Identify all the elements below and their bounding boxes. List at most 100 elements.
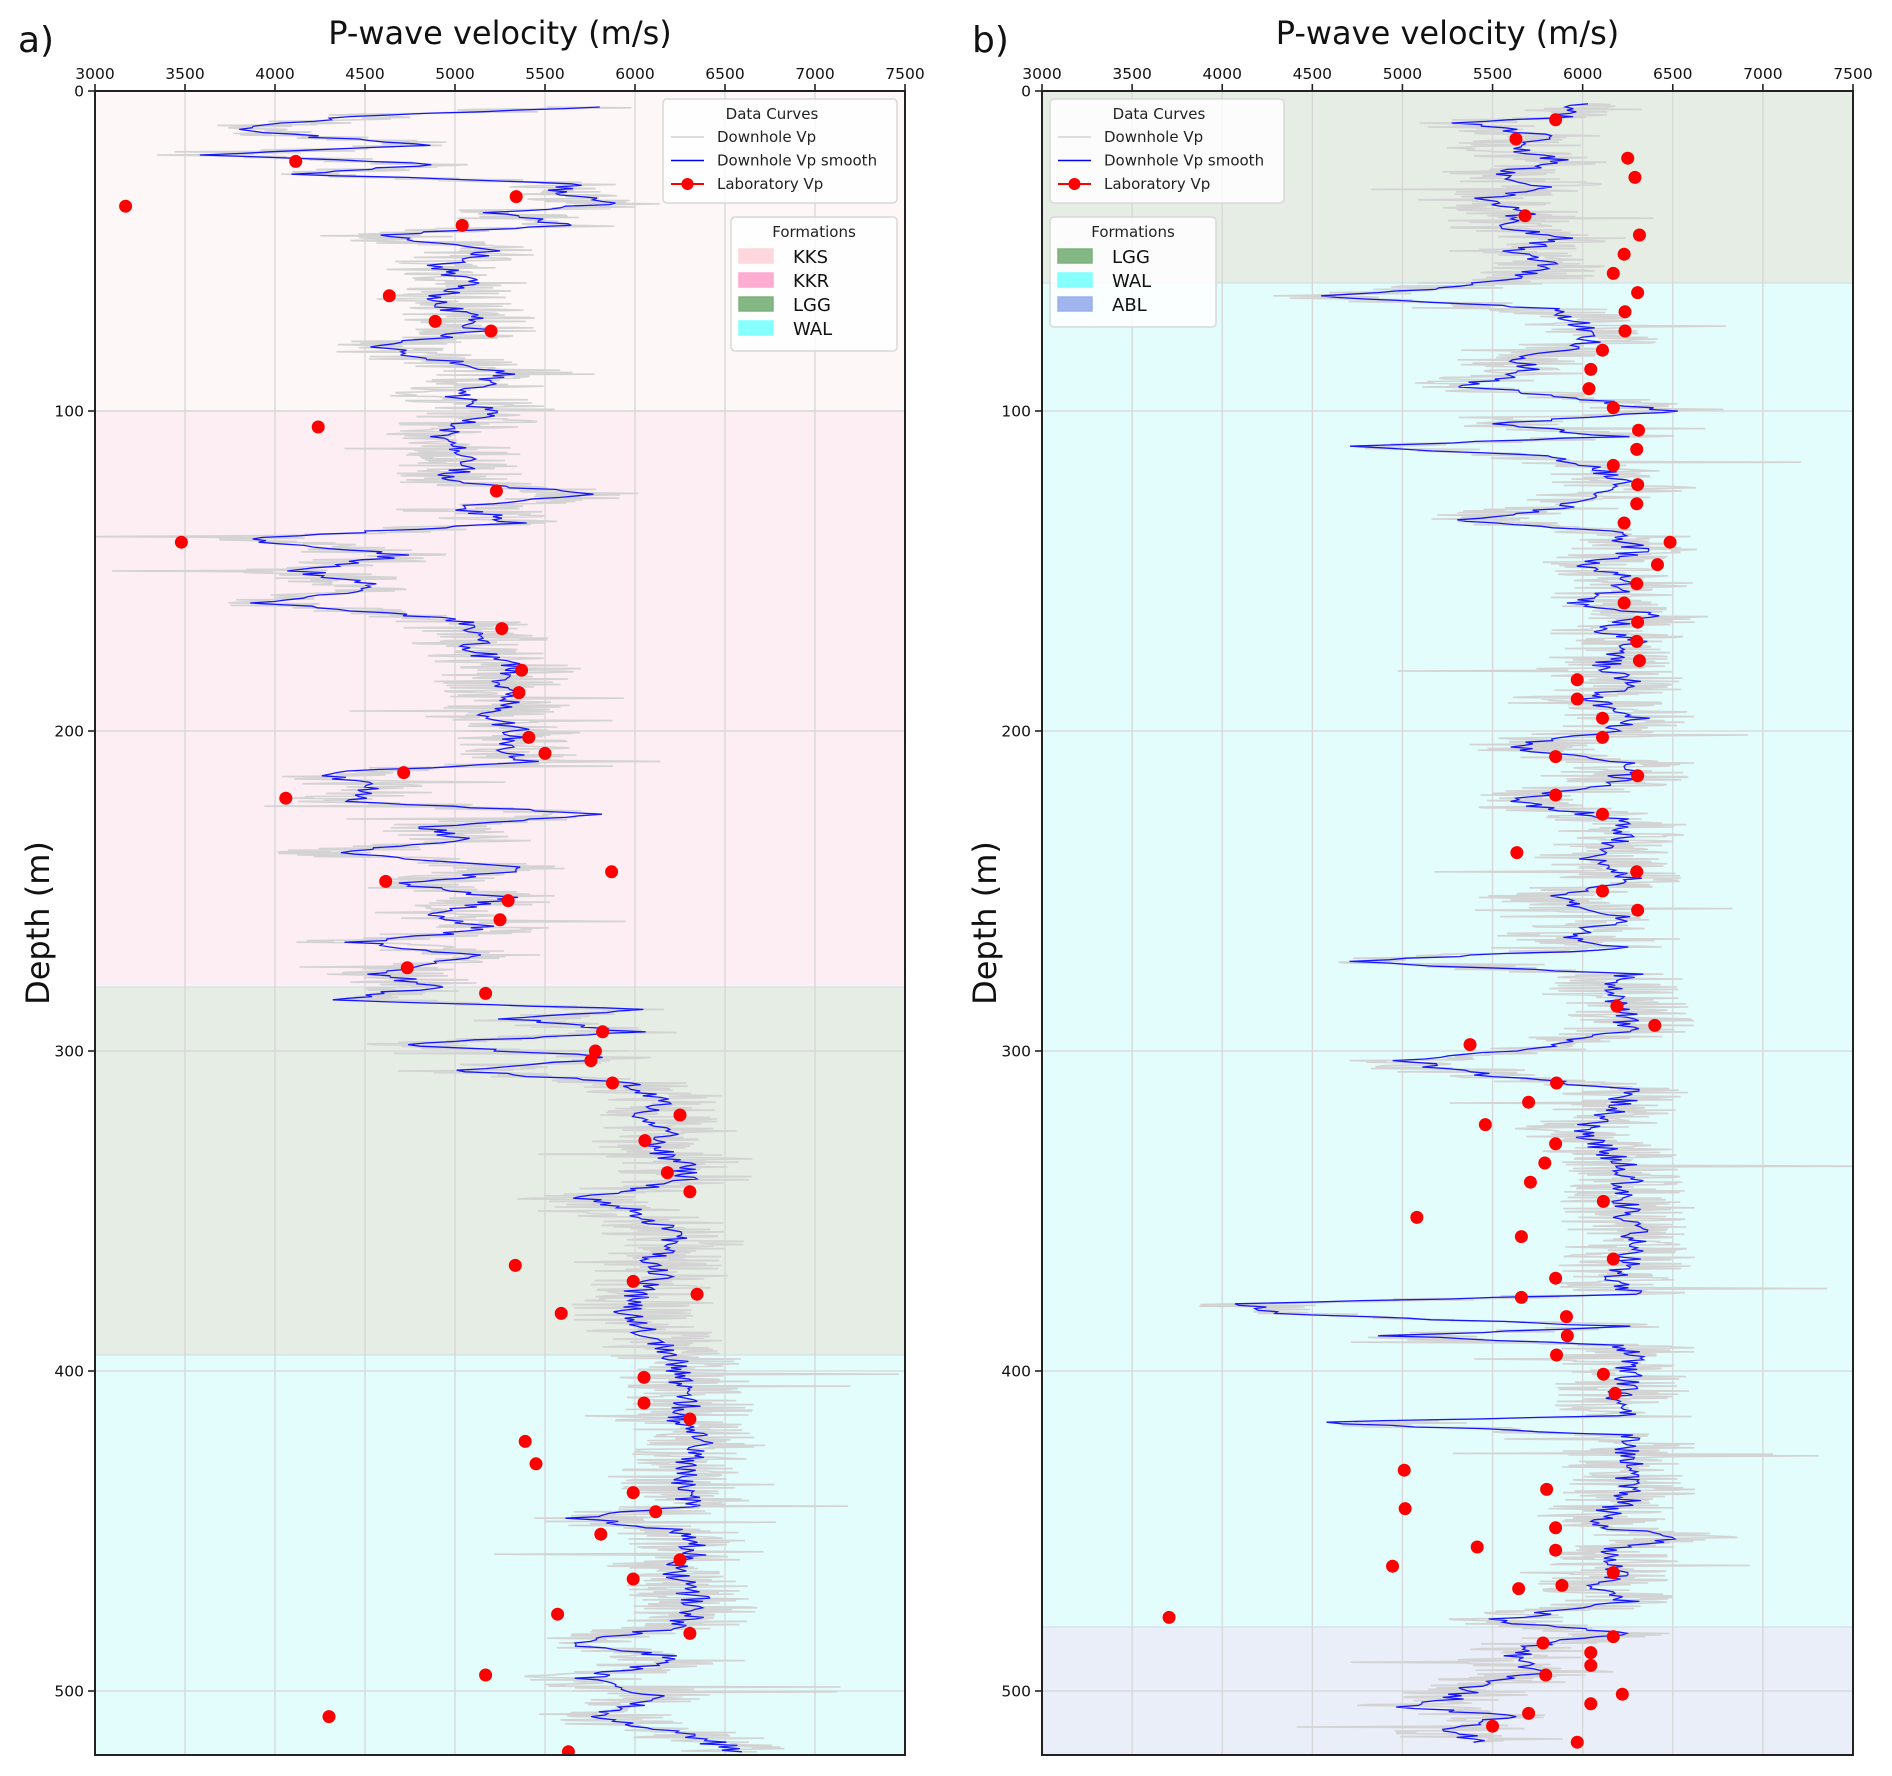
laboratory-vp-point [683, 1185, 697, 1199]
laboratory-vp-point [1398, 1502, 1412, 1516]
laboratory-vp-point [1550, 1076, 1564, 1090]
laboratory-vp-point [690, 1287, 704, 1301]
laboratory-vp-point [322, 1710, 336, 1724]
laboratory-vp-point [683, 1412, 697, 1426]
legend-swatch-abl [1057, 296, 1093, 312]
laboratory-vp-point [1584, 1658, 1598, 1672]
x-tick-label: 7500 [885, 65, 924, 83]
legend-formations: Formations LGG WAL ABL [1049, 216, 1217, 328]
x-tick-label: 4000 [1202, 65, 1241, 83]
laboratory-vp-point [400, 961, 414, 975]
y-tick-label: 200 [54, 723, 84, 741]
y-tick-label: 500 [1001, 1683, 1031, 1701]
x-tick-label: 7500 [1833, 65, 1872, 83]
laboratory-vp-point [1560, 1329, 1574, 1343]
panel-label: b) [972, 20, 1009, 61]
laboratory-vp-point [1570, 673, 1584, 687]
x-tick-label: 3500 [165, 65, 204, 83]
y-tick-label: 200 [1001, 723, 1031, 741]
y-tick-label: 0 [1021, 83, 1031, 101]
x-tick-label: 3000 [75, 65, 114, 83]
laboratory-vp-point [1596, 1194, 1610, 1208]
y-tick-label: 0 [74, 83, 84, 101]
laboratory-vp-point [1410, 1210, 1424, 1224]
laboratory-vp-point [119, 199, 133, 213]
laboratory-vp-point [649, 1505, 663, 1519]
legend-entry-wal: WAL [1112, 271, 1151, 292]
x-tick-label: 4500 [1293, 65, 1332, 83]
laboratory-vp-point [673, 1108, 687, 1122]
laboratory-vp-point [1549, 113, 1563, 127]
laboratory-vp-point [289, 154, 303, 168]
laboratory-vp-point [455, 218, 469, 232]
laboratory-vp-point [660, 1166, 674, 1180]
axes-frame [94, 90, 906, 1756]
formation-band-wal [1042, 283, 1853, 1627]
legend-entry-kkr: KKR [793, 271, 829, 292]
laboratory-vp-point [1584, 1697, 1598, 1711]
laboratory-vp-point [1630, 442, 1644, 456]
laboratory-vp-point [493, 913, 507, 927]
legend-swatch-lgg [738, 296, 774, 312]
laboratory-vp-point [1549, 788, 1563, 802]
laboratory-vp-point [1570, 692, 1584, 706]
laboratory-vp-point [1631, 286, 1645, 300]
laboratory-vp-point [1606, 1630, 1620, 1644]
laboratory-vp-point [551, 1607, 565, 1621]
legend-entry-label: Laboratory Vp [1104, 175, 1210, 193]
laboratory-vp-point [1606, 1252, 1620, 1266]
laboratory-vp-point [596, 1025, 610, 1039]
legend-entry-label: Downhole Vp smooth [1104, 152, 1264, 170]
y-tick-label: 300 [1001, 1043, 1031, 1061]
legend-data-curves: Data Curves Downhole Vp Downhole Vp smooth… [662, 98, 898, 204]
downhole-vp-line [95, 106, 899, 1753]
laboratory-vp-point [1628, 170, 1642, 184]
laboratory-vp-point [1509, 132, 1523, 146]
laboratory-vp-point [1606, 458, 1620, 472]
plot-area [1042, 91, 1853, 1755]
legend-box [662, 98, 898, 204]
laboratory-vp-point [1539, 1668, 1553, 1682]
x-tick-label: 5000 [435, 65, 474, 83]
y-tick-label: 300 [54, 1043, 84, 1061]
laboratory-vp-point [1512, 1582, 1526, 1596]
laboratory-vp-point [1618, 305, 1632, 319]
laboratory-vp-point [484, 324, 498, 338]
laboratory-vp-point [1550, 1348, 1564, 1362]
laboratory-vp-point [1650, 558, 1664, 572]
x-axis-title: P-wave velocity (m/s) [328, 14, 672, 52]
x-tick-label: 5000 [1383, 65, 1422, 83]
laboratory-vp-point [1549, 1521, 1563, 1535]
laboratory-vp-point [1608, 1386, 1622, 1400]
laboratory-vp-point [1617, 596, 1631, 610]
laboratory-vp-point [538, 746, 552, 760]
laboratory-vp-point [382, 289, 396, 303]
laboratory-vp-point [637, 1396, 651, 1410]
legend-swatch-wal [1057, 272, 1093, 288]
legend-swatch-lgg [1057, 248, 1093, 264]
laboratory-vp-point [1549, 1543, 1563, 1557]
legend-entry-kks: KKS [793, 247, 828, 268]
x-tick-label: 4000 [255, 65, 294, 83]
legend-entry-lgg: LGG [793, 295, 831, 316]
laboratory-vp-point [1596, 1367, 1610, 1381]
laboratory-vp-point [379, 874, 393, 888]
laboratory-vp-point [1632, 228, 1646, 242]
laboratory-vp-point [1555, 1578, 1569, 1592]
laboratory-vp-point [1618, 324, 1632, 338]
y-tick-label: 100 [1001, 403, 1031, 421]
x-tick-label: 6000 [615, 65, 654, 83]
laboratory-vp-point [1617, 247, 1631, 261]
laboratory-vp-point [1522, 1706, 1536, 1720]
laboratory-vp-point [1397, 1463, 1411, 1477]
laboratory-vp-point [279, 791, 293, 805]
laboratory-vp-point [1595, 711, 1609, 725]
laboratory-vp-point [1630, 865, 1644, 879]
axes-frame [1041, 90, 1854, 1756]
laboratory-vp-point [1540, 1482, 1554, 1496]
laboratory-vp-point [1536, 1636, 1550, 1650]
legend-formations: Formations KKS KKR LGG WAL [730, 216, 898, 352]
laboratory-vp-point [554, 1306, 568, 1320]
laboratory-vp-point [1632, 423, 1646, 437]
x-tick-label: 7000 [795, 65, 834, 83]
